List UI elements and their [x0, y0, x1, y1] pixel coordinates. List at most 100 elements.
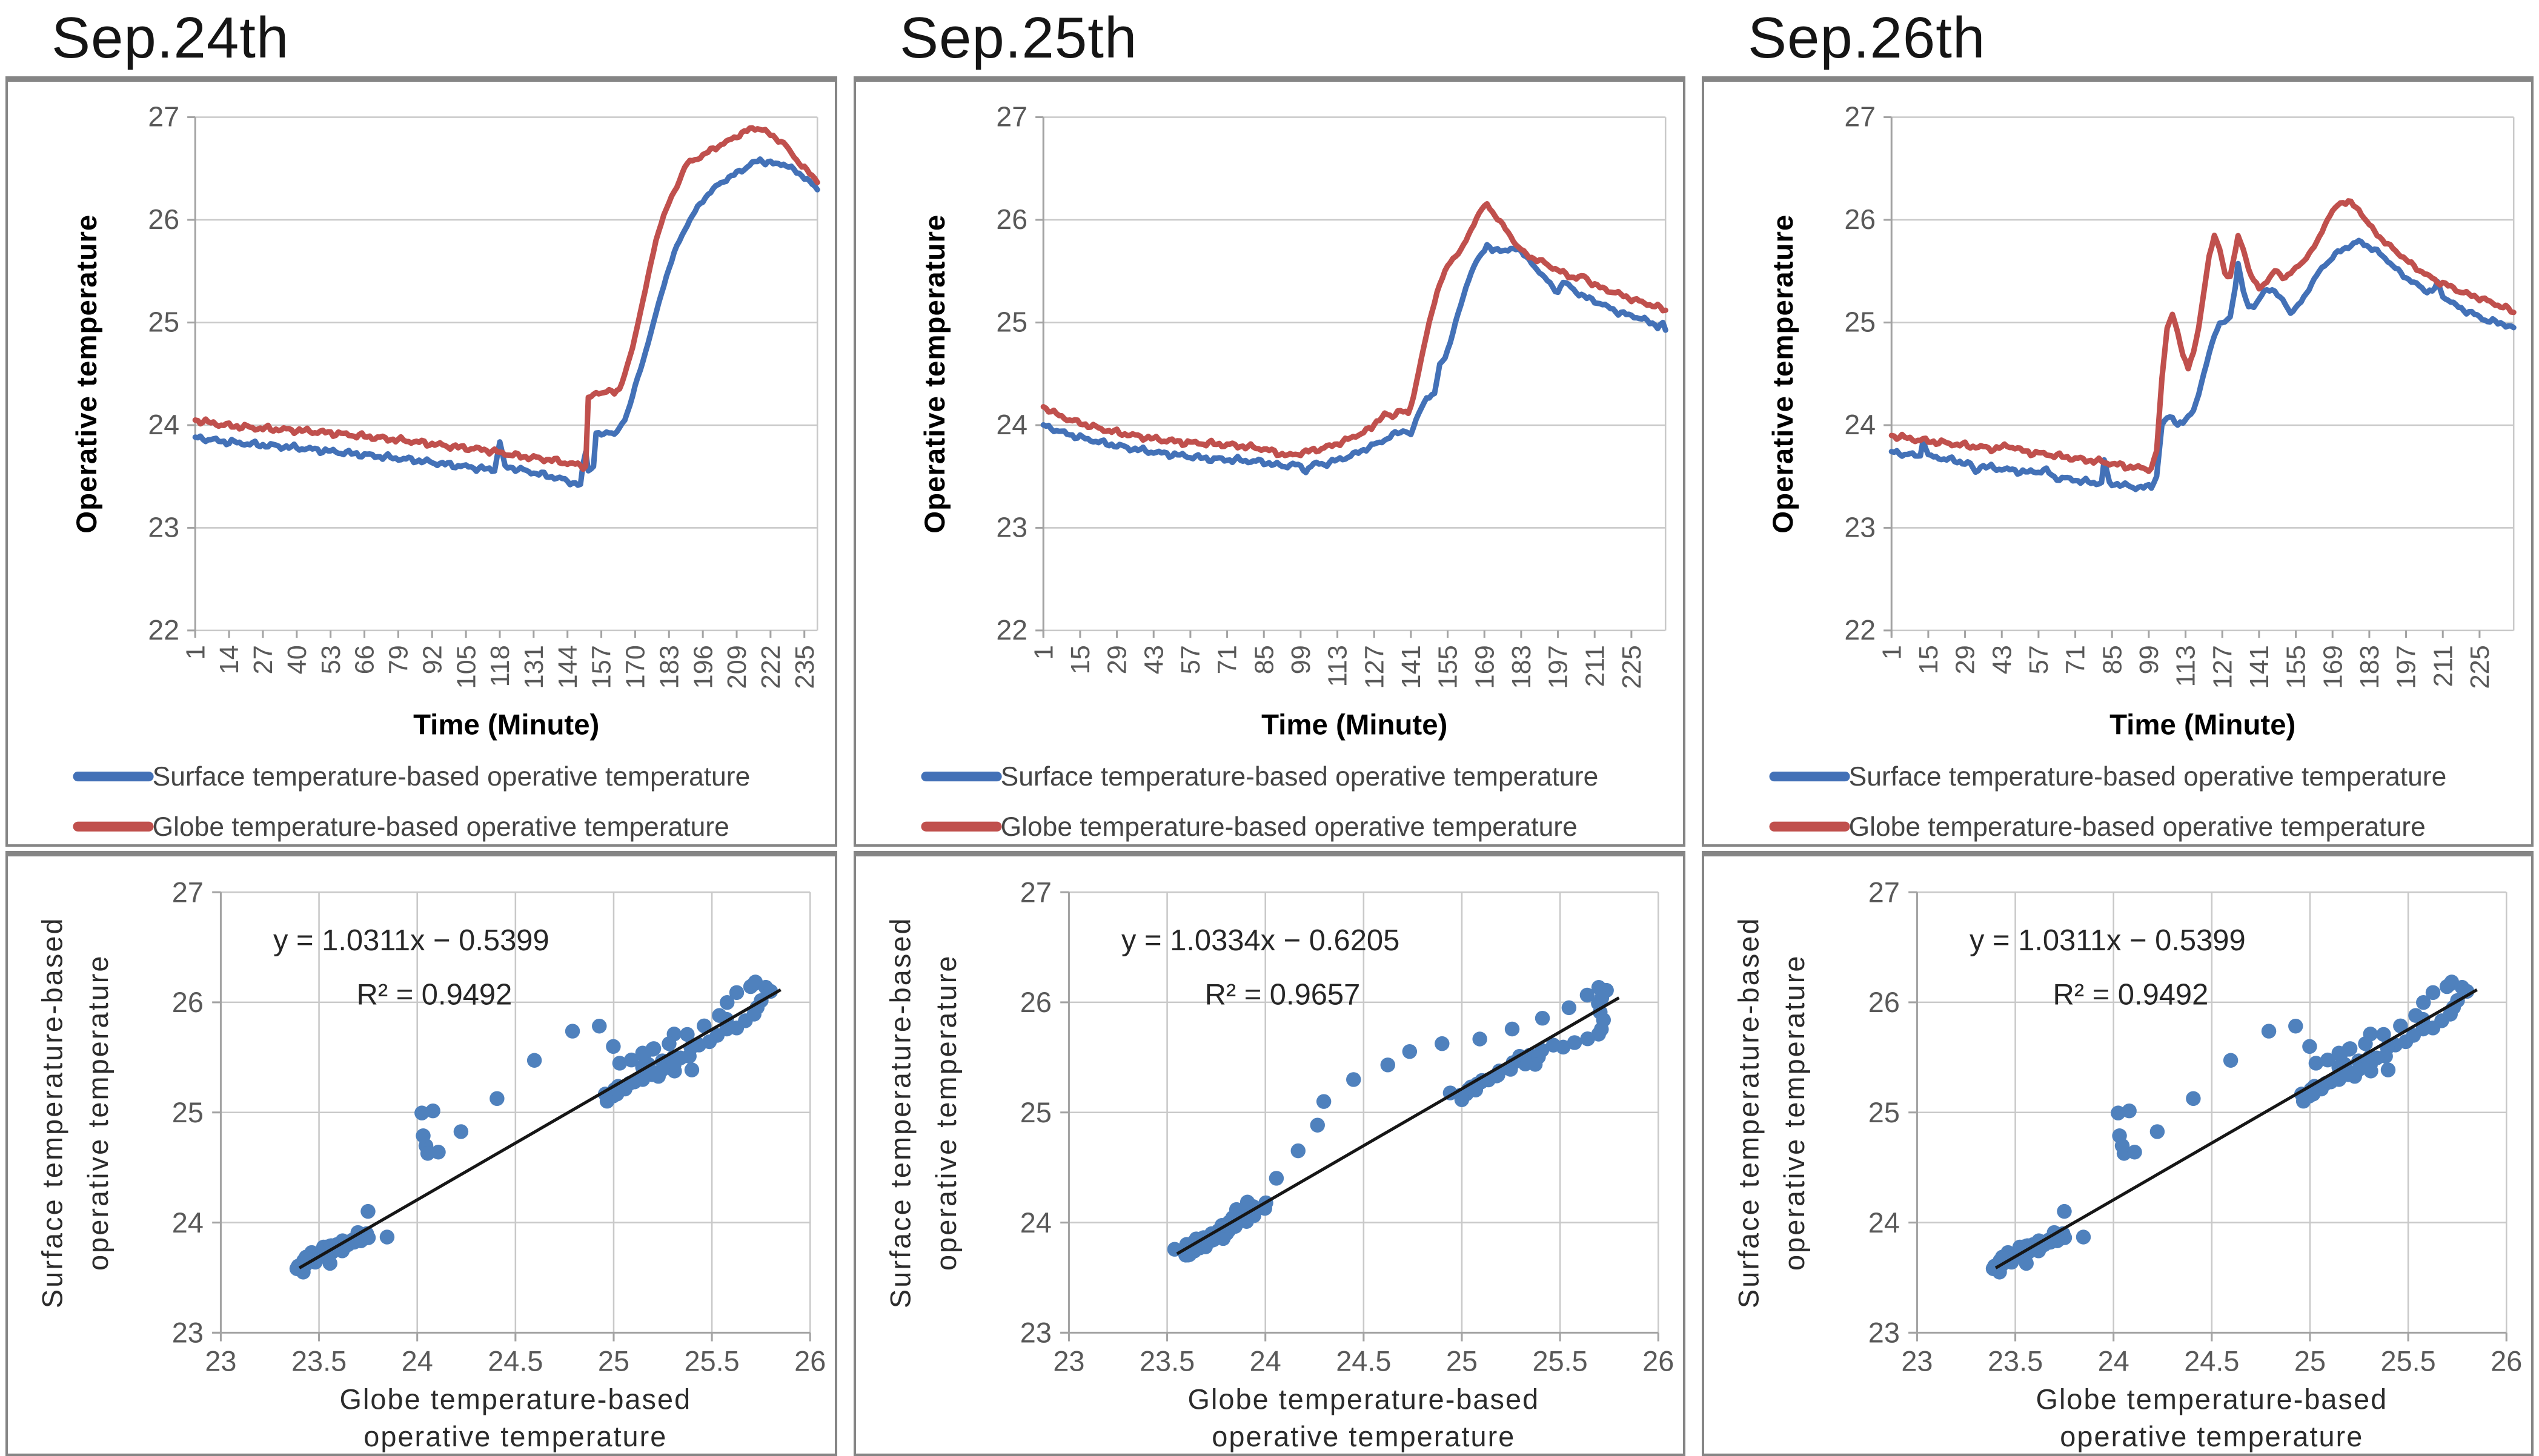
y-axis-title: Operative temperature	[71, 214, 103, 534]
trend-line	[1176, 996, 1620, 1256]
line-chart-sep24: 22 23 24 25 26 27 1 14 27 40 53 66 79 92 105 118 131 144 1…	[8, 82, 835, 844]
scatter-point	[624, 1052, 639, 1068]
r-squared-label: R² = 0.9657	[1205, 978, 1361, 1011]
legend-label-globe: Globe temperature-based operative temper…	[153, 812, 729, 842]
scatter-point	[1290, 1143, 1306, 1159]
x-tick-label: 24	[1250, 1346, 1281, 1377]
x-tick-label: 225	[1618, 645, 1647, 689]
y-tick-label: 27	[1020, 876, 1052, 908]
y-tick-label: 23	[148, 512, 179, 543]
y-tick-label: 22	[996, 614, 1027, 646]
x-tick-label: 25.5	[2381, 1346, 2436, 1377]
series-line-globe	[1040, 200, 1668, 458]
legend-label-surface: Surface temperature-based operative temp…	[1849, 762, 2447, 792]
y-tick-label: 27	[1868, 876, 1900, 908]
axes	[1884, 116, 2481, 638]
scatter-point	[296, 1265, 311, 1280]
r-squared-label: R² = 0.9492	[357, 978, 513, 1011]
legend: Surface temperature-based operative temp…	[921, 762, 1598, 842]
x-tick-label: 99	[1287, 645, 1316, 674]
x-tick-label: 29	[1103, 645, 1132, 674]
x-axis-title-line: Globe temperature-based	[340, 1384, 692, 1415]
x-tick-label: 57	[1177, 645, 1206, 674]
x-tick-label: 15	[1066, 645, 1095, 674]
scatter-point	[2320, 1052, 2335, 1068]
scatter-point	[2342, 1042, 2357, 1057]
column-sep25: Sep.25th 22 23 24 25 26 27 1 15 29 43 57 71 85 99 113 1…	[854, 0, 1685, 1456]
scatter-points	[1985, 975, 2475, 1280]
x-tick-label: 66	[351, 645, 380, 674]
x-axis-title-line: operative temperature	[1212, 1421, 1515, 1452]
x-tick-label: 113	[2172, 645, 2201, 687]
scatter-point	[2295, 1093, 2311, 1109]
scatter-chart-sep26: 23 24 25 26 27 23 23.5 24 24.5 25 25.5 26 y = 1.0311…	[1704, 856, 2531, 1454]
scatter-point	[2019, 1256, 2034, 1271]
scatter-point	[416, 1128, 431, 1143]
x-tick-label: 183	[655, 645, 684, 689]
scatter-chart-svg: 23 24 25 26 27 23 23.5 24 24.5 25 25.5 26 y = 1.0311…	[1733, 876, 2523, 1452]
scatter-point	[2416, 994, 2431, 1010]
x-tick-label: 144	[554, 645, 583, 689]
y-tick-label: 25	[1868, 1097, 1900, 1128]
scatter-chart-panel-sep25: 23 24 25 26 27 23 23.5 24 24.5 25 25.5 26 y = 1.0334…	[854, 850, 1685, 1456]
x-tick-label: 40	[283, 645, 312, 674]
x-axis-title: Time (Minute)	[413, 709, 599, 741]
x-tick-label: 23	[1901, 1346, 1933, 1377]
x-tick-label: 155	[2282, 645, 2311, 689]
scatter-point	[379, 1229, 395, 1245]
scatter-point	[2223, 1053, 2239, 1068]
x-tick-label: 24.5	[488, 1346, 543, 1377]
scatter-point	[2302, 1039, 2317, 1054]
scatter-point	[1580, 1031, 1595, 1047]
scatter-point	[1472, 1031, 1487, 1047]
x-tick-label: 23	[205, 1346, 236, 1377]
x-tick-label: 196	[689, 645, 718, 689]
x-tick-label: 26	[1642, 1346, 1674, 1377]
scatter-point	[431, 1144, 446, 1160]
y-tick-label: 25	[996, 306, 1027, 338]
x-axis-title: Time (Minute)	[1261, 709, 1447, 741]
y-tick-label: 24	[1020, 1207, 1052, 1239]
x-tick-label: 155	[1434, 645, 1463, 689]
x-tick-label: 23.5	[1140, 1346, 1195, 1377]
scatter-point	[2122, 1103, 2137, 1119]
y-tick-label: 26	[172, 987, 204, 1018]
x-tick-label: 85	[1250, 645, 1279, 674]
y-tick-label: 23	[172, 1317, 204, 1349]
column-sep24: Sep.24th 22 23 24 25 26 27 1 14 27 40 53 66 79 92 105 1…	[5, 0, 837, 1456]
scatter-point	[322, 1256, 337, 1271]
y-tick-label: 23	[996, 512, 1027, 543]
legend: Surface temperature-based operative temp…	[73, 762, 750, 842]
scatter-point	[1504, 1021, 1520, 1037]
y-tick-label: 26	[1020, 987, 1052, 1018]
scatter-point	[1535, 1010, 1550, 1026]
y-tick-label: 25	[1020, 1097, 1052, 1128]
legend: Surface temperature-based operative temp…	[1769, 762, 2447, 842]
x-tick-label: 25	[2294, 1346, 2326, 1377]
scatter-point	[1269, 1171, 1284, 1186]
x-tick-label: 225	[2466, 645, 2495, 689]
scatter-point	[666, 1057, 682, 1073]
y-tick-label: 23	[1868, 1317, 1900, 1349]
x-tick-label: 169	[2318, 645, 2348, 689]
x-tick-label: 85	[2098, 645, 2127, 674]
y-tick-label: 25	[172, 1097, 204, 1128]
trend-line	[1994, 988, 2478, 1269]
scatter-chart-sep25: 23 24 25 26 27 23 23.5 24 24.5 25 25.5 26 y = 1.0334…	[856, 856, 1683, 1454]
scatter-point	[712, 1008, 727, 1023]
x-tick-label: 24.5	[2184, 1346, 2239, 1377]
scatter-point	[645, 1042, 660, 1057]
x-tick-label: 79	[385, 645, 414, 674]
scatter-point	[2308, 1056, 2324, 1071]
x-axis-title-line: Globe temperature-based	[2036, 1384, 2388, 1415]
scatter-point	[592, 1018, 607, 1034]
x-tick-label: 169	[1470, 645, 1499, 689]
scatter-point	[1454, 1092, 1470, 1107]
x-tick-label: 211	[2429, 645, 2458, 687]
x-tick-label: 71	[2062, 645, 2091, 674]
line-chart-sep26: 22 23 24 25 26 27 1 15 29 43 57 71 85 99 113 127 141 155 1…	[1704, 82, 2531, 844]
y-tick-label: 27	[1844, 101, 1876, 133]
x-tick-label: 183	[2355, 645, 2385, 689]
